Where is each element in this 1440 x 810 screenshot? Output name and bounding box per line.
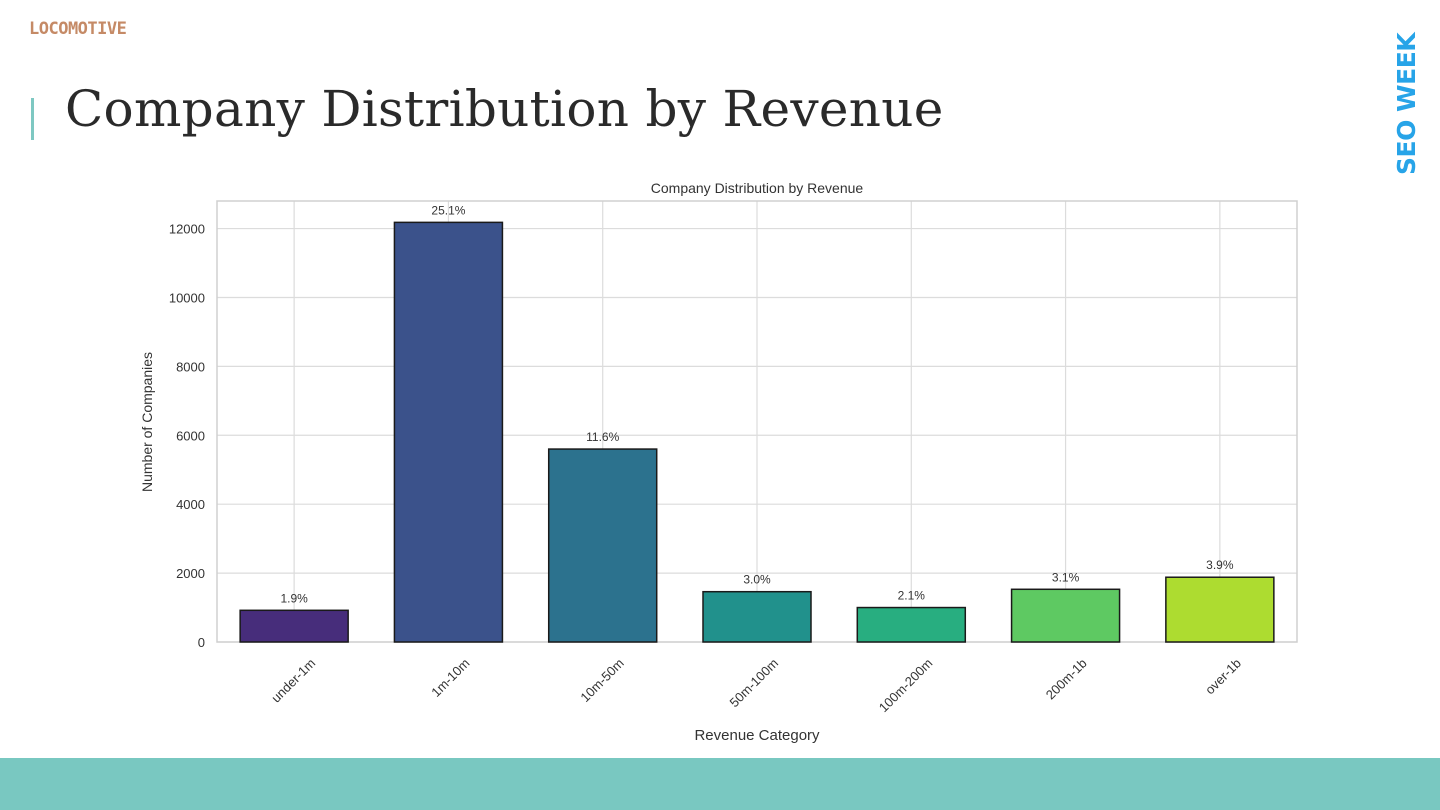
y-tick-label: 6000 (176, 428, 205, 443)
bar-data-label: 11.6% (586, 430, 619, 444)
bar-data-label: 25.1% (431, 203, 465, 217)
bar (239, 609, 349, 643)
bar (393, 221, 504, 643)
bar-data-label: 3.1% (1052, 570, 1080, 584)
bar (1165, 576, 1275, 643)
y-tick-label: 10000 (169, 290, 205, 305)
y-tick-label: 4000 (176, 497, 205, 512)
bar (856, 606, 967, 643)
bar-data-label: 3.9% (1206, 558, 1234, 572)
bar (702, 590, 812, 643)
y-axis-label: Number of Companies (139, 352, 155, 492)
locomotive-logo: LOCOMOTIVE (29, 19, 127, 39)
y-tick-label: 8000 (176, 359, 205, 374)
x-axis-label: Revenue Category (694, 727, 820, 744)
y-tick-label: 0 (198, 635, 205, 650)
x-tick-label: 1m-10m (428, 656, 472, 700)
y-tick-label: 12000 (169, 222, 205, 237)
bar-data-label: 3.0% (743, 573, 771, 587)
y-tick-label: 2000 (176, 566, 205, 581)
title-accent-bar (31, 98, 34, 140)
x-tick-label: under-1m (268, 656, 318, 706)
bar-data-label: 2.1% (898, 589, 926, 603)
bar (547, 448, 658, 643)
x-tick-label: 100m-200m (876, 656, 936, 716)
x-tick-label: 200m-1b (1043, 656, 1090, 703)
x-tick-label: 50m-100m (727, 656, 782, 711)
bar-data-label: 1.9% (280, 591, 308, 605)
chart-title: Company Distribution by Revenue (651, 180, 864, 196)
bar (1010, 588, 1121, 643)
x-tick-label: over-1b (1202, 656, 1244, 698)
footer-band (0, 758, 1440, 810)
slide-title: Company Distribution by Revenue (65, 80, 944, 138)
x-tick-label: 10m-50m (577, 656, 626, 705)
